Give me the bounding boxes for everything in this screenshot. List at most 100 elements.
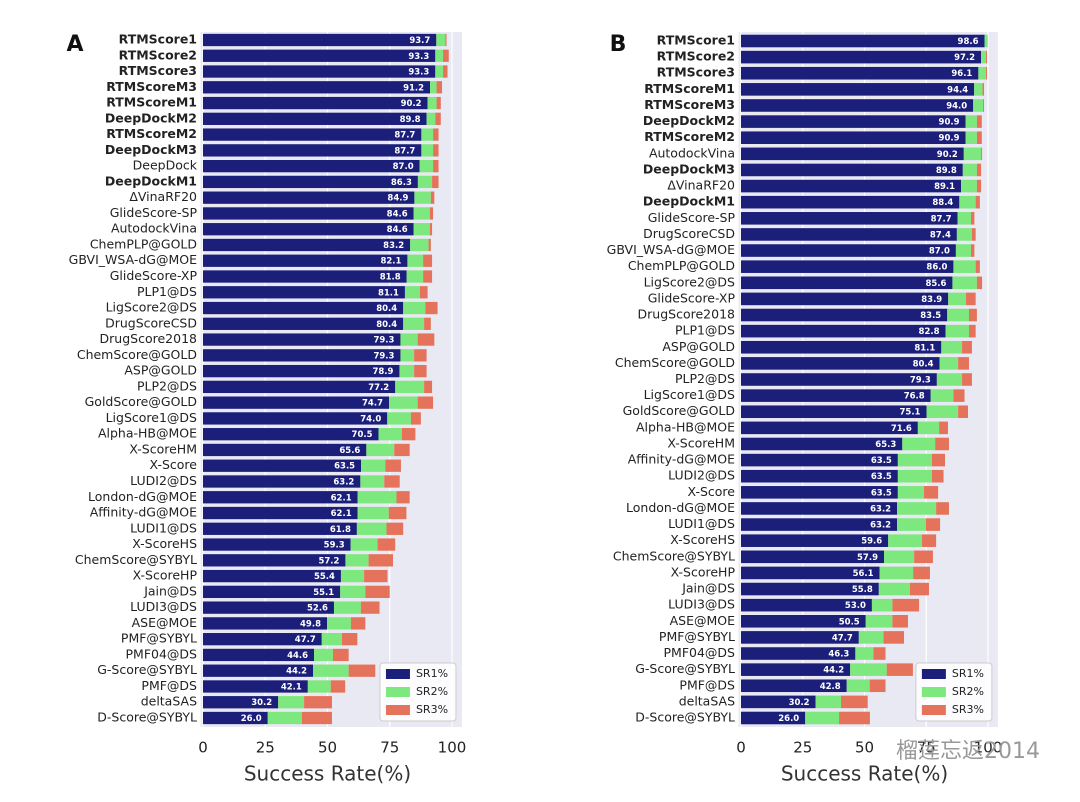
value-label: 80.4 [376, 320, 397, 330]
bar-segment [332, 648, 349, 662]
bar-segment [313, 664, 349, 677]
bar-segment [203, 238, 411, 252]
bar-segment [432, 175, 439, 189]
category-label: GBVI_WSA-dG@MOE [69, 252, 197, 267]
bar-segment [855, 647, 874, 660]
category-label: X-Score [150, 457, 198, 472]
value-label: 94.4 [947, 85, 968, 95]
bar-segment [741, 147, 964, 161]
bar-segment [741, 228, 957, 241]
category-label: RTMScore2 [657, 49, 735, 64]
bar-segment [741, 469, 898, 483]
bar-segment [924, 486, 939, 499]
value-label: 44.2 [823, 666, 844, 676]
bar-segment [396, 491, 410, 504]
bar-segment [364, 569, 388, 583]
category-label: GoldScore@GOLD [623, 403, 735, 418]
bar-segment [203, 538, 351, 551]
bar-segment [387, 412, 411, 425]
bar-segment [839, 711, 870, 725]
bar-segment [327, 617, 351, 630]
value-label: 63.5 [871, 488, 892, 498]
category-label: Affinity-dG@MOE [628, 452, 735, 467]
bar-segment [203, 223, 414, 236]
value-label: 26.0 [241, 714, 262, 724]
category-label: ASE@MOE [132, 615, 198, 630]
bar-segment [931, 453, 946, 467]
bar-segment [203, 175, 418, 189]
category-label: X-ScoreHP [671, 564, 736, 579]
bar-segment [417, 396, 434, 409]
bar-segment [926, 405, 959, 419]
value-label: 90.9 [939, 134, 960, 144]
category-label: PMF@SYBYL [121, 631, 197, 646]
value-label: 93.3 [408, 52, 429, 62]
bar-segment [878, 582, 910, 596]
value-label: 30.2 [251, 698, 272, 708]
bar-segment [203, 459, 362, 472]
category-label: AutodockVina [111, 221, 197, 236]
watermark: 榴莲忘返2014 [896, 739, 1040, 764]
bar-segment [953, 260, 976, 273]
bar-segment [423, 270, 433, 283]
bar-segment [962, 340, 972, 354]
category-label: PLP2@DS [137, 378, 197, 393]
value-label: 77.2 [368, 383, 389, 393]
category-label: ASE@MOE [670, 613, 736, 628]
category-label: PMF04@DS [126, 646, 198, 661]
bar-segment [984, 34, 988, 48]
bar-segment [741, 276, 953, 290]
bar-segment [952, 276, 977, 290]
legend-swatch [921, 705, 946, 715]
x-tick-label: 100 [438, 739, 467, 757]
bar-segment [741, 389, 931, 402]
bar-segment [203, 617, 328, 630]
value-label: 47.7 [295, 635, 316, 645]
value-label: 79.3 [373, 351, 394, 361]
bar-segment [203, 270, 407, 283]
category-label: ΔVinaRF20 [667, 178, 735, 193]
value-label: 81.8 [380, 273, 401, 283]
bar-segment [366, 443, 395, 457]
bar-segment [958, 405, 968, 419]
value-label: 84.9 [387, 194, 408, 204]
bar-segment [427, 96, 437, 110]
value-label: 87.0 [929, 247, 950, 257]
category-label: ChemScore@SYBYL [613, 548, 735, 563]
bar-segment [407, 254, 424, 267]
bar-segment [976, 115, 982, 128]
category-label: PLP1@DS [137, 284, 197, 299]
value-label: 88.4 [932, 198, 953, 208]
bar-segment [360, 475, 385, 488]
bar-segment [892, 614, 908, 628]
value-label: 80.4 [376, 304, 397, 314]
value-label: 90.9 [939, 118, 960, 128]
bar-segment [741, 502, 898, 515]
category-label: PLP2@DS [675, 371, 735, 386]
bar-segment [435, 65, 444, 78]
category-label: London-dG@MOE [626, 500, 735, 515]
value-label: 89.8 [936, 166, 957, 176]
bar-segment [417, 333, 435, 346]
category-label: D-Score@SYBYL [635, 710, 735, 725]
category-label: G-Score@SYBYL [635, 661, 735, 676]
value-label: 82.8 [919, 327, 940, 337]
panel-label: B [610, 32, 627, 57]
bar-segment [981, 50, 987, 64]
bar-segment [982, 83, 985, 96]
bar-segment [871, 598, 893, 612]
value-label: 96.1 [951, 69, 972, 79]
category-label: LigScore1@DS [644, 387, 735, 402]
bar-segment [961, 179, 977, 193]
bar-segment [741, 550, 885, 564]
category-label: RTMScoreM3 [106, 79, 197, 94]
bar-segment [368, 554, 393, 567]
bar-segment [203, 364, 400, 378]
bar-segment [267, 711, 302, 725]
category-label: X-ScoreHM [667, 435, 735, 450]
value-label: 55.1 [313, 588, 334, 598]
category-label: DrugScore2018 [100, 331, 197, 346]
bar-segment [741, 66, 979, 80]
bar-segment [433, 144, 439, 157]
category-label: RTMScoreM2 [644, 129, 735, 144]
